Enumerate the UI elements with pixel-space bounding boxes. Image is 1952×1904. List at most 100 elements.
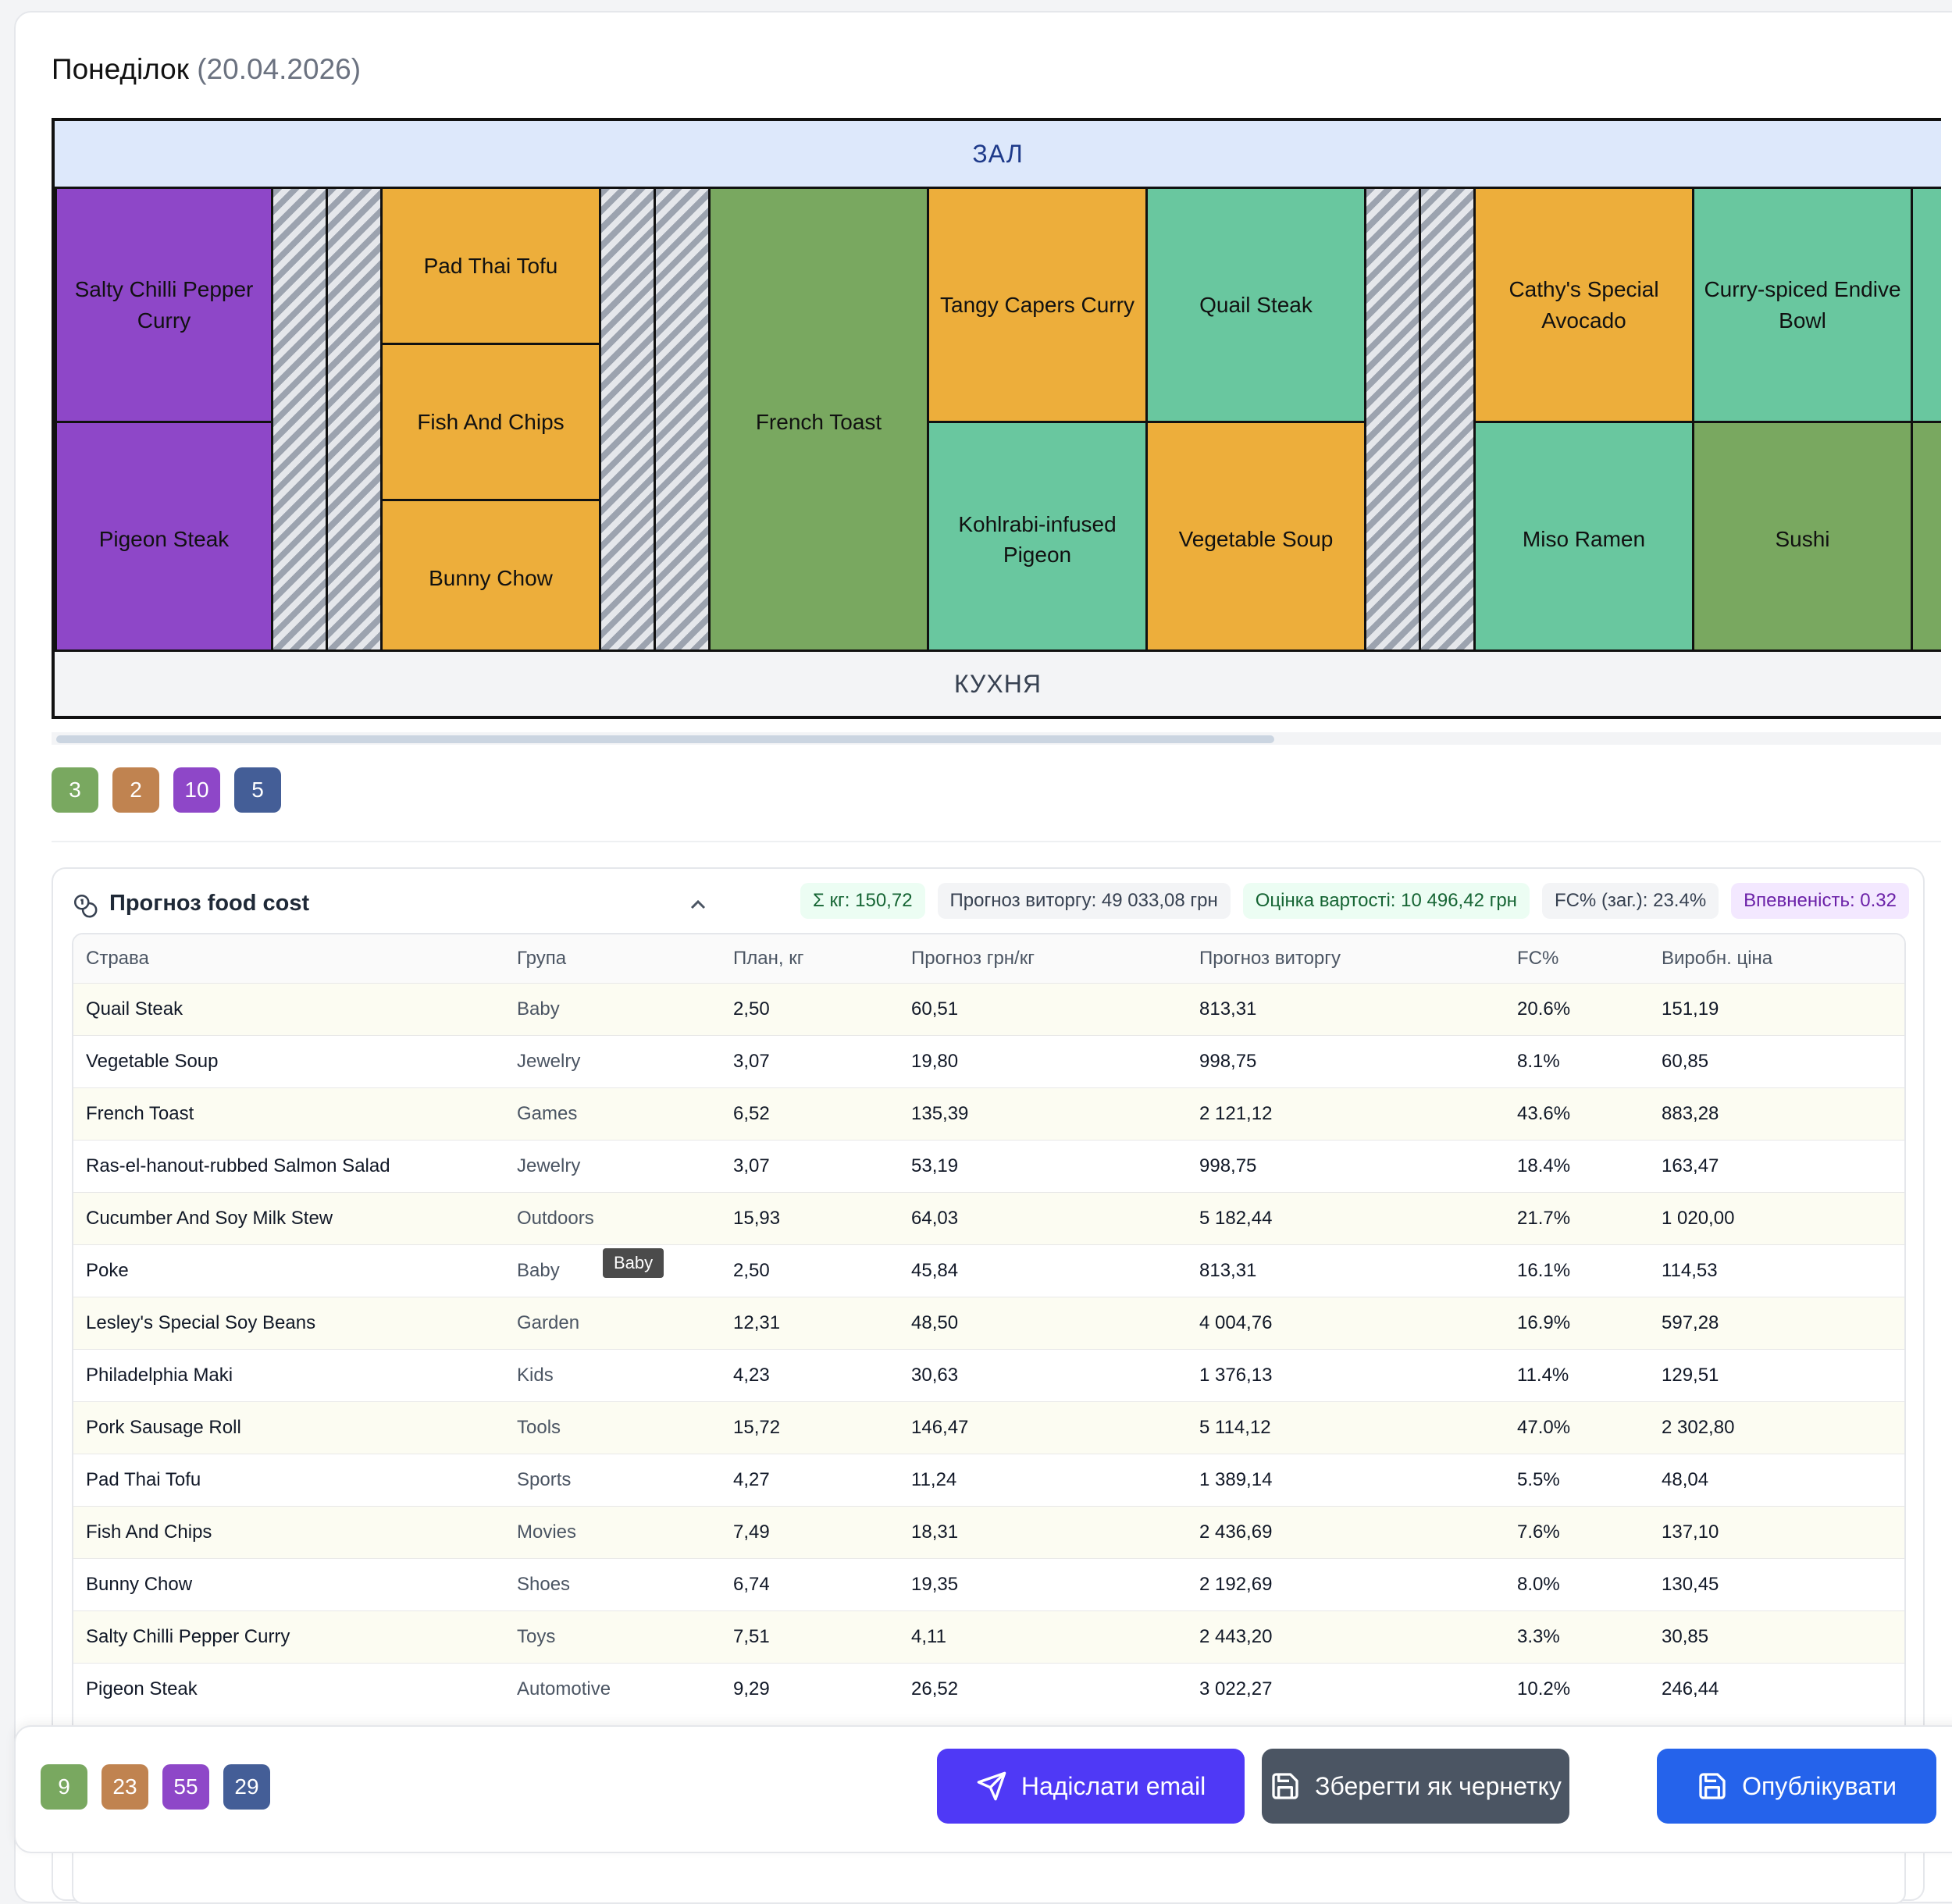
empty-slot[interactable] xyxy=(326,187,383,658)
empty-slot[interactable] xyxy=(271,187,328,658)
food-cost-title: Прогноз food cost xyxy=(109,891,310,916)
table-cell: 3 022,27 xyxy=(1187,1663,1505,1715)
column-header[interactable]: Прогноз виторгу xyxy=(1187,934,1505,984)
table-cell: 45,84 xyxy=(899,1244,1187,1297)
table-row[interactable]: French Toast Games 6,52 135,39 2 121,12 43.6%… xyxy=(73,1087,1904,1141)
table-row[interactable]: Salty Chilli Pepper Curry Toys 7,51 4,11 2 4… xyxy=(73,1610,1904,1664)
table-row[interactable]: Vegetable Soup Jewelry 3,07 19,80 998,75 8.1%… xyxy=(73,1035,1904,1088)
table-cell: 135,39 xyxy=(899,1087,1187,1141)
table-row[interactable]: Fish And Chips Movies 7,49 18,31 2 436,69 7.6… xyxy=(73,1506,1904,1559)
table-cell: 16.1% xyxy=(1505,1244,1649,1297)
food-cost-panel: Прогноз food cost Σ кг: 150,72 Прогноз в… xyxy=(52,867,1925,1904)
table-cell: Fish And Chips xyxy=(73,1506,504,1559)
station-cell[interactable]: Curry-spiced Endive Bowl xyxy=(1692,187,1913,423)
station-cell[interactable]: Pigeon Steak xyxy=(55,421,273,658)
table-cell: 19,35 xyxy=(899,1558,1187,1611)
count-badges: 3 2 10 5 xyxy=(52,767,281,813)
table-cell: Automotive xyxy=(504,1663,721,1715)
table-cell: Vegetable Soup xyxy=(73,1035,504,1088)
station-cell[interactable]: Vegetable Soup xyxy=(1145,421,1366,658)
food-cost-header[interactable]: Прогноз food cost Σ кг: 150,72 Прогноз в… xyxy=(53,869,1923,939)
table-cell: French Toast xyxy=(73,1087,504,1141)
save-draft-label: Зберегти як чернетку xyxy=(1315,1771,1562,1800)
table-cell: 18,31 xyxy=(899,1506,1187,1559)
column-header[interactable]: Група xyxy=(504,934,721,984)
table-cell: 1 389,14 xyxy=(1187,1454,1505,1507)
publish-label: Опублікувати xyxy=(1742,1771,1897,1800)
count-badge: 10 xyxy=(173,767,220,813)
station-cell[interactable] xyxy=(1911,187,1941,423)
table-cell: 2 302,80 xyxy=(1649,1401,1904,1454)
table-cell: Poke xyxy=(73,1244,504,1297)
table-cell: 53,19 xyxy=(899,1140,1187,1193)
column-header[interactable]: План, кг xyxy=(721,934,899,984)
station-cell[interactable]: Fish And Chips xyxy=(380,343,601,501)
empty-slot[interactable] xyxy=(1364,187,1421,658)
send-email-button[interactable]: Надіслати email xyxy=(937,1749,1245,1824)
table-row[interactable]: Poke Baby 2,50 45,84 813,31 16.1% 114,53 xyxy=(73,1244,1904,1297)
station-cell[interactable]: Salty Chilli Pepper Curry xyxy=(55,187,273,423)
table-cell: 19,80 xyxy=(899,1035,1187,1088)
station-cell[interactable]: Miso Ramen xyxy=(1473,421,1694,658)
table-cell: Outdoors xyxy=(504,1192,721,1245)
table-cell: 15,93 xyxy=(721,1192,899,1245)
table-row[interactable]: Pad Thai Tofu Sports 4,27 11,24 1 389,14 5.5%… xyxy=(73,1454,1904,1507)
count-badge: 55 xyxy=(162,1764,209,1810)
table-cell: 8.0% xyxy=(1505,1558,1649,1611)
table-row[interactable]: Lesley's Special Soy Beans Garden 12,31 48,… xyxy=(73,1297,1904,1350)
table-cell: 2,50 xyxy=(721,983,899,1036)
table-cell: 998,75 xyxy=(1187,1035,1505,1088)
fc-percent-chip: FC% (заг.): 23.4% xyxy=(1541,883,1719,919)
station-cell[interactable] xyxy=(1911,421,1941,658)
column-header[interactable]: Прогноз грн/кг xyxy=(899,934,1187,984)
table-row[interactable]: Ras-el-hanout-rubbed Salmon Salad Jewelry… xyxy=(73,1140,1904,1193)
empty-slot[interactable] xyxy=(654,187,711,658)
table-cell: Cucumber And Soy Milk Stew xyxy=(73,1192,504,1245)
table-cell: Pad Thai Tofu xyxy=(73,1454,504,1507)
station-cell[interactable]: Quail Steak xyxy=(1145,187,1366,423)
table-cell: 48,04 xyxy=(1649,1454,1904,1507)
station-cell[interactable]: Bunny Chow xyxy=(380,499,601,658)
table-cell: Bunny Chow xyxy=(73,1558,504,1611)
empty-slot[interactable] xyxy=(599,187,656,658)
count-badge: 9 xyxy=(41,1764,87,1810)
table-cell: 7,51 xyxy=(721,1610,899,1664)
chevron-up-icon[interactable] xyxy=(686,892,711,917)
publish-button[interactable]: Опублікувати xyxy=(1657,1749,1936,1824)
table-row[interactable]: Cucumber And Soy Milk Stew Outdoors 15,93 6… xyxy=(73,1192,1904,1245)
table-cell: 6,52 xyxy=(721,1087,899,1141)
station-cell[interactable]: Kohlrabi-infused Pigeon xyxy=(927,421,1148,658)
save-draft-button[interactable]: Зберегти як чернетку xyxy=(1262,1749,1569,1824)
table-row[interactable]: Quail Steak Baby 2,50 60,51 813,31 20.6% 151,1… xyxy=(73,983,1904,1036)
station-cell[interactable]: Cathy's Special Avocado xyxy=(1473,187,1694,423)
station-cell[interactable]: Sushi xyxy=(1692,421,1913,658)
table-cell: Movies xyxy=(504,1506,721,1559)
table-cell: 7,49 xyxy=(721,1506,899,1559)
column-header[interactable]: Страва xyxy=(73,934,504,984)
table-cell: 5 114,12 xyxy=(1187,1401,1505,1454)
day-date: (20.04.2026) xyxy=(197,53,362,85)
scrollbar-thumb[interactable] xyxy=(56,735,1274,743)
table-cell: 151,19 xyxy=(1649,983,1904,1036)
table-cell: 2 192,69 xyxy=(1187,1558,1505,1611)
table-cell: 4 004,76 xyxy=(1187,1297,1505,1350)
table-cell: Shoes xyxy=(504,1558,721,1611)
table-cell: 137,10 xyxy=(1649,1506,1904,1559)
table-row[interactable]: Bunny Chow Shoes 6,74 19,35 2 192,69 8.0% 130,… xyxy=(73,1558,1904,1611)
station-cell[interactable]: French Toast xyxy=(708,187,929,658)
horizontal-scrollbar[interactable] xyxy=(52,732,1941,745)
empty-slot[interactable] xyxy=(1419,187,1476,658)
column-header[interactable]: FC% xyxy=(1505,934,1649,984)
table-row[interactable]: Pigeon Steak Automotive 9,29 26,52 3 022,27 1… xyxy=(73,1663,1904,1715)
count-badge: 2 xyxy=(112,767,159,813)
table-cell: 129,51 xyxy=(1649,1349,1904,1402)
table-row[interactable]: Philadelphia Maki Kids 4,23 30,63 1 376,13 11… xyxy=(73,1349,1904,1402)
table-cell: 18.4% xyxy=(1505,1140,1649,1193)
column-header[interactable]: Виробн. ціна xyxy=(1649,934,1904,984)
table-cell: 9,29 xyxy=(721,1663,899,1715)
table-cell: 114,53 xyxy=(1649,1244,1904,1297)
table-row[interactable]: Pork Sausage Roll Tools 15,72 146,47 5 114,1… xyxy=(73,1401,1904,1454)
coins-icon xyxy=(73,894,98,918)
station-cell[interactable]: Tangy Capers Curry xyxy=(927,187,1148,423)
station-cell[interactable]: Pad Thai Tofu xyxy=(380,187,601,345)
